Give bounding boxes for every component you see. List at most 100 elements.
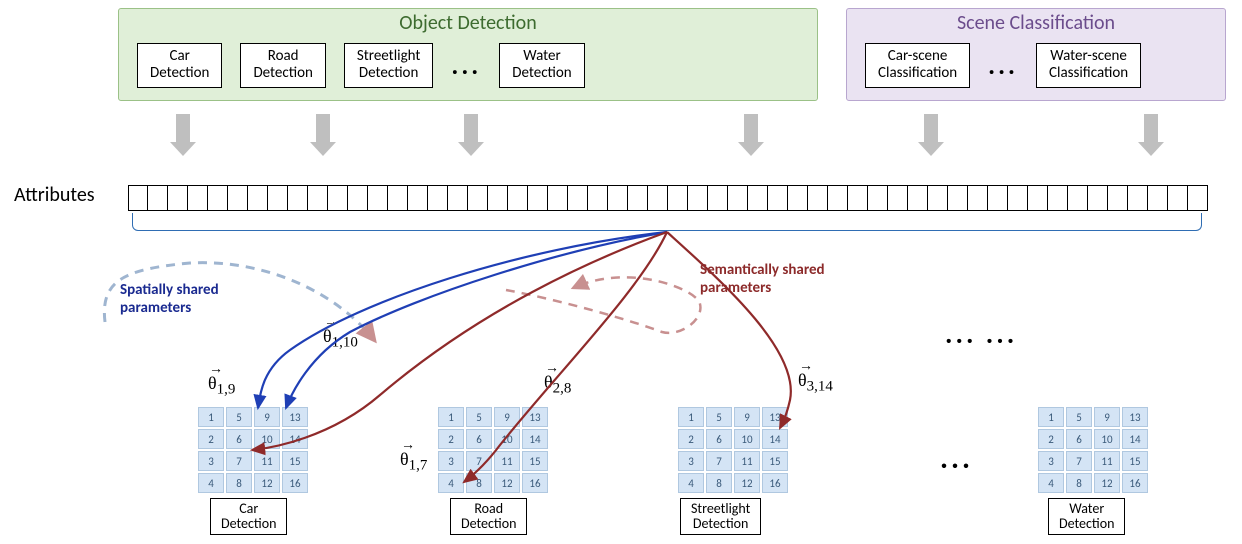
attribute-cell [1028,185,1048,211]
grid-cell: 13 [522,407,548,427]
semantic-params-label: Semantically shared parameters [700,261,825,297]
grid-dots: ... [940,440,973,477]
grid-cell: 1 [678,407,704,427]
grid-cell: 7 [1066,451,1092,471]
theta-1-7: θ1,7 [400,449,427,475]
grid-cell: 7 [706,451,732,471]
object-detection-title: Object Detection [119,9,817,43]
bottom-task-label: CarDetection [210,498,287,535]
grid-cell: 7 [466,451,492,471]
grid-cell: 1 [438,407,464,427]
attribute-cell [728,185,748,211]
grid-cell: 14 [762,429,788,449]
attribute-cell [308,185,328,211]
theta-1-9: θ1,9 [208,373,235,399]
attribute-cell [768,185,788,211]
grid-cell: 2 [198,429,224,449]
attribute-cell [1128,185,1148,211]
grid-cell: 6 [466,429,492,449]
grid-cell: 6 [1066,429,1092,449]
grid-cell: 3 [438,451,464,471]
attribute-cell [228,185,248,211]
attribute-cell [388,185,408,211]
grid-cell: 16 [522,473,548,493]
down-arrow-icon [1140,114,1162,156]
spatial-grid: 15913261014371115481216 [1038,407,1148,493]
bottom-task-label: WaterDetection [1048,498,1125,535]
attribute-cell [928,185,948,211]
grid-cell: 5 [466,407,492,427]
theta-1-10: θ1,10 [323,326,358,352]
scene-classification-panel: Scene Classification Car-sceneClassifica… [846,8,1226,101]
grid-cell: 14 [282,429,308,449]
attribute-cell [628,185,648,211]
spatial-grid: 15913261014371115481216 [438,407,548,493]
task-box: StreetlightDetection [344,43,434,88]
attribute-cell [448,185,468,211]
attribute-cell [828,185,848,211]
grid-cell: 8 [1066,473,1092,493]
grid-cell: 1 [1038,407,1064,427]
spatial-grid: 15913261014371115481216 [198,407,308,493]
dots: ... [451,49,481,81]
attribute-cell [188,185,208,211]
attribute-cell [128,185,148,211]
grid-cell: 14 [1122,429,1148,449]
task-box: Water-sceneClassification [1036,43,1141,88]
label-line: parameters [700,279,771,297]
grid-cell: 15 [1122,451,1148,471]
scene-classification-title: Scene Classification [847,9,1225,43]
attribute-cell [428,185,448,211]
grid-cell: 8 [706,473,732,493]
attribute-cell [908,185,928,211]
grid-cell: 10 [494,429,520,449]
dots: ... [988,49,1018,81]
grid-cell: 2 [678,429,704,449]
grid-cell: 6 [706,429,732,449]
grid-cell: 7 [226,451,252,471]
attribute-cell [528,185,548,211]
down-arrow-icon [460,114,482,156]
attribute-cell [268,185,288,211]
attribute-cell [668,185,688,211]
attribute-cell [1188,185,1208,211]
label-line: Spatially shared [120,281,219,299]
grid-cell: 9 [1094,407,1120,427]
attributes-bracket [132,213,1202,231]
grid-cell: 12 [734,473,760,493]
grid-cell: 10 [1094,429,1120,449]
big-dots: ... ... [945,316,1017,351]
grid-cell: 4 [1038,473,1064,493]
bottom-task-label: RoadDetection [450,498,527,535]
down-arrow-icon [920,114,942,156]
attribute-cell [468,185,488,211]
attribute-cell [568,185,588,211]
grid-cell: 3 [678,451,704,471]
grid-cell: 16 [762,473,788,493]
attribute-cell [948,185,968,211]
theta-3-14: θ3,14 [798,370,833,396]
attributes-row [128,185,1208,211]
object-detection-panel: Object Detection CarDetection RoadDetect… [118,8,818,101]
attribute-cell [1068,185,1088,211]
attribute-cell [868,185,888,211]
attribute-cell [688,185,708,211]
bottom-task-label: StreetlightDetection [680,498,761,535]
attribute-cell [588,185,608,211]
attribute-cell [708,185,728,211]
attribute-cell [408,185,428,211]
attribute-cell [968,185,988,211]
task-box: Car-sceneClassification [865,43,970,88]
attribute-cell [168,185,188,211]
attribute-cell [1008,185,1028,211]
spatial-grid: 15913261014371115481216 [678,407,788,493]
grid-cell: 11 [734,451,760,471]
attributes-label: Attributes [14,183,95,207]
grid-cell: 4 [678,473,704,493]
attribute-cell [1168,185,1188,211]
grid-cell: 6 [226,429,252,449]
label-line: Semantically shared [700,261,825,279]
grid-cell: 12 [1094,473,1120,493]
label-line: parameters [120,299,191,317]
spatial-params-label: Spatially shared parameters [120,281,219,317]
